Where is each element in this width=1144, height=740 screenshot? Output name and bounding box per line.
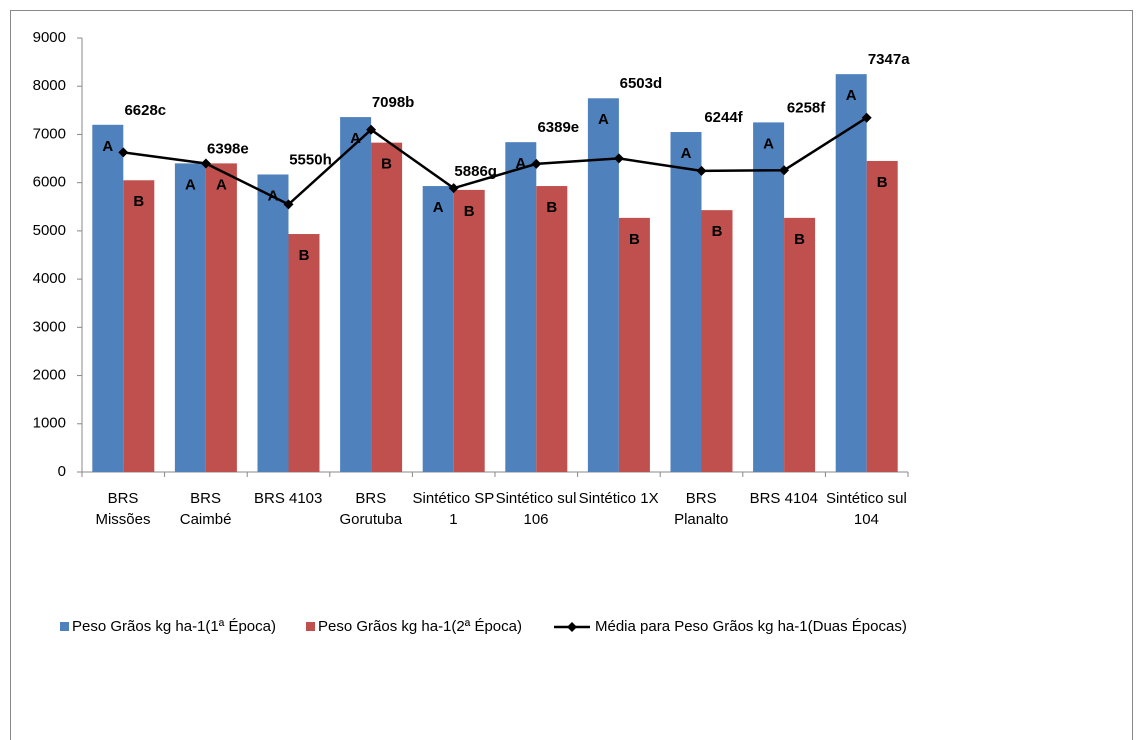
bar-letter: A [598, 111, 609, 128]
x-tick-label: Sintético sul 104 [825, 490, 907, 528]
point [613, 153, 624, 164]
legend-swatch [60, 622, 69, 631]
x-tick-label: Sintético sul 106 [495, 490, 577, 528]
point [531, 158, 542, 169]
data-label: 7347a [868, 51, 910, 68]
y-tick-label: 8000 [33, 77, 66, 94]
point [696, 165, 707, 176]
bar [257, 174, 289, 473]
bar-letter: B [712, 223, 723, 240]
legend-key [554, 621, 590, 632]
point [779, 165, 790, 176]
data-label: 6503d [620, 75, 663, 92]
bar-letter: B [464, 203, 475, 220]
x-tick-label: Sintético SP 1 [412, 490, 495, 528]
data-label: 5886g [454, 163, 497, 180]
data-label: 7098b [372, 94, 415, 111]
bar-letter: A [433, 199, 444, 216]
y-tick-label: 1000 [33, 415, 66, 432]
legend-label: Peso Grãos kg ha-1(1ª Época) [72, 618, 276, 635]
bar [453, 189, 485, 472]
data-label: 6244f [704, 109, 743, 126]
data-label: 6398e [207, 140, 249, 157]
point [200, 158, 211, 169]
bar-letter: A [515, 155, 526, 172]
y-tick-label: 6000 [33, 174, 66, 191]
bar [866, 160, 898, 472]
bar [505, 142, 537, 472]
bar [536, 186, 568, 472]
point [366, 124, 377, 135]
bar [174, 163, 206, 472]
bar-letter: B [546, 199, 557, 216]
x-tick-label: BRS 4103 [253, 490, 323, 507]
bar-letter: A [763, 135, 774, 152]
y-tick-label: 2000 [33, 367, 66, 384]
chart-frame [10, 10, 1133, 740]
bar-letter: A [846, 87, 857, 104]
bar [288, 234, 320, 472]
point [448, 183, 459, 194]
data-label: 5550h [289, 151, 332, 168]
bar-letter: B [794, 231, 805, 248]
y-tick-label: 3000 [33, 318, 66, 335]
point [118, 147, 129, 158]
x-tick-label: BRS Missões [95, 490, 151, 528]
bar [587, 98, 619, 473]
legend: Peso Grãos kg ha-1(1ª Época) Peso Grãos k… [60, 618, 1144, 635]
y-tick-label: 9000 [33, 29, 66, 46]
legend-swatch [306, 622, 315, 631]
y-tick-label: 0 [58, 463, 66, 480]
legend-marker [567, 621, 577, 632]
bar-letter: B [629, 231, 640, 248]
bar-letter: B [133, 193, 144, 210]
bar [123, 180, 155, 472]
bar [753, 122, 785, 472]
bar-letter: B [299, 247, 310, 264]
bar [670, 132, 702, 473]
legend-item: Peso Grãos kg ha-1(2ª Época) [306, 618, 522, 635]
bar [835, 74, 867, 473]
data-label: 6628c [124, 102, 166, 119]
bar-letter: A [350, 130, 361, 147]
bar-letter: A [216, 176, 227, 193]
bar [784, 217, 816, 472]
x-tick-label: Sintético 1X [578, 490, 659, 507]
bar [371, 142, 403, 473]
bar-letter: A [681, 145, 692, 162]
legend-label: Média para Peso Grãos kg ha-1(Duas Época… [595, 618, 907, 635]
bar [205, 163, 237, 472]
x-tick-label: BRS Caimbé [179, 490, 232, 528]
point [861, 112, 872, 123]
y-tick-label: 4000 [33, 270, 66, 287]
legend-item: Média para Peso Grãos kg ha-1(Duas Época… [552, 618, 907, 635]
y-tick-label: 7000 [33, 125, 66, 142]
bar-letter: B [381, 156, 392, 173]
point [283, 199, 294, 210]
bar [340, 117, 372, 472]
bar-letter: A [185, 176, 196, 193]
x-tick-label: BRS Planalto [674, 490, 729, 528]
bar-letter: A [102, 138, 113, 155]
x-tick-label: BRS 4104 [749, 490, 818, 507]
bar [618, 217, 650, 472]
data-label: 6258f [787, 99, 826, 116]
line [123, 116, 868, 206]
legend-item: Peso Grãos kg ha-1(1ª Época) [60, 618, 276, 635]
y-tick-label: 5000 [33, 222, 66, 239]
legend-label: Peso Grãos kg ha-1(2ª Época) [318, 618, 522, 635]
data-label: 6389e [537, 119, 579, 136]
bar-letter: B [877, 174, 888, 191]
bar [92, 124, 124, 473]
bar [422, 186, 454, 472]
bar [701, 210, 733, 473]
x-tick-label: BRS Gorutuba [339, 490, 403, 528]
